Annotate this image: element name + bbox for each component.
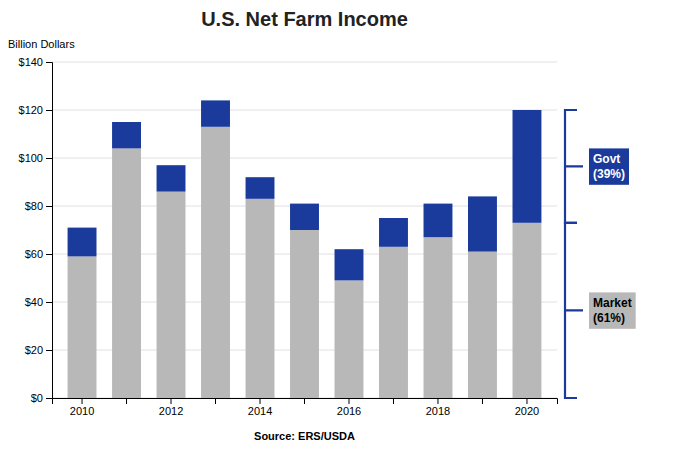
x-tick	[304, 398, 305, 404]
tick-mark	[46, 158, 52, 159]
bar	[335, 280, 364, 398]
tick-mark	[171, 398, 172, 404]
tick-mark	[46, 110, 52, 111]
y-tick: $100	[19, 152, 52, 164]
x-tick: 2010	[70, 398, 94, 417]
x-tick: 2018	[426, 398, 450, 417]
bar	[513, 223, 542, 398]
bar	[290, 204, 319, 230]
x-tick	[482, 398, 483, 404]
tick-mark	[304, 398, 305, 404]
bar	[112, 148, 141, 398]
bar	[424, 237, 453, 398]
bar	[201, 100, 230, 126]
tick-label: 2018	[426, 405, 450, 417]
tick-mark	[46, 62, 52, 63]
title: U.S. Net Farm Income	[201, 8, 408, 30]
y-tick: $80	[25, 200, 52, 212]
bar	[468, 252, 497, 398]
annotation: Govt(39%)	[593, 152, 625, 180]
bar	[157, 165, 186, 191]
label-background	[589, 292, 636, 328]
bar	[68, 228, 97, 257]
grid-line	[52, 62, 557, 63]
annotation: Market(61%)	[593, 296, 632, 324]
tick-label: $100	[19, 152, 43, 164]
tick-mark	[393, 398, 394, 404]
tick-mark	[46, 398, 52, 399]
bar	[468, 196, 497, 251]
y-tick: $120	[19, 104, 52, 116]
y-tick: $140	[19, 56, 52, 68]
bar	[246, 177, 275, 199]
bracket	[565, 110, 583, 223]
label-box: Govt(39%)	[589, 148, 629, 184]
y-axis-label: Billion Dollars	[8, 38, 75, 50]
y-tick: $40	[25, 296, 52, 308]
bar	[290, 230, 319, 398]
tick-mark	[46, 302, 52, 303]
grid	[52, 62, 557, 398]
chart: 2010 2012 2014 2016 2018 2020 $0 $20 $40 $60 $80 $1…	[0, 0, 697, 450]
bar	[513, 110, 542, 223]
y-tick: $20	[25, 344, 52, 356]
bar	[157, 192, 186, 398]
bar	[335, 249, 364, 280]
tick-mark	[46, 350, 52, 351]
tick-label: $60	[25, 248, 43, 260]
series	[68, 100, 542, 280]
x-tick: 2020	[515, 398, 539, 417]
label-background	[589, 148, 629, 184]
tick-label: $140	[19, 56, 43, 68]
tick-mark	[46, 206, 52, 207]
tick-mark	[126, 398, 127, 404]
bar	[424, 204, 453, 238]
tick-label: $20	[25, 344, 43, 356]
x-axis: 2010 2012 2014 2016 2018 2020	[53, 398, 558, 417]
tick-label: $40	[25, 296, 43, 308]
tick-label: 2010	[70, 405, 94, 417]
x-tick: 2016	[337, 398, 361, 417]
grid-line	[52, 110, 557, 111]
tick-mark	[482, 398, 483, 404]
y-axis: $0 $20 $40 $60 $80 $100 $120 $140	[19, 56, 53, 404]
x-tick: 2014	[248, 398, 272, 417]
plot: 2010 2012 2014 2016 2018 2020 $0 $20 $40 $60 $80 $1…	[19, 56, 636, 417]
x-tick	[126, 398, 127, 404]
y-tick: $0	[31, 392, 52, 404]
tick-mark	[526, 398, 527, 404]
bar	[379, 247, 408, 398]
label-box: Market(61%)	[589, 292, 636, 328]
tick-label: 2012	[159, 405, 183, 417]
annotations: Market(61%) Govt(39%)	[565, 110, 636, 398]
x-tick	[393, 398, 394, 404]
tick-mark	[215, 398, 216, 404]
bars	[68, 100, 542, 398]
bar	[246, 199, 275, 398]
axis-line	[53, 399, 558, 405]
tick-label: $0	[31, 392, 43, 404]
bar	[112, 122, 141, 148]
tick-label: $80	[25, 200, 43, 212]
x-tick	[215, 398, 216, 404]
tick-label: 2020	[515, 405, 539, 417]
bar	[68, 256, 97, 398]
tick-label: 2016	[337, 405, 361, 417]
tick-mark	[46, 254, 52, 255]
tick-mark	[437, 398, 438, 404]
x-tick: 2012	[159, 398, 183, 417]
tick-mark	[82, 398, 83, 404]
tick-mark	[260, 398, 261, 404]
bracket	[565, 223, 583, 398]
tick-label: 2014	[248, 405, 272, 417]
series	[68, 127, 542, 398]
tick-label: $120	[19, 104, 43, 116]
axis-line	[46, 63, 53, 399]
bar	[379, 218, 408, 247]
y-tick: $60	[25, 248, 52, 260]
bar	[201, 127, 230, 398]
tick-mark	[348, 398, 349, 404]
source: Source: ERS/USDA	[254, 430, 355, 442]
